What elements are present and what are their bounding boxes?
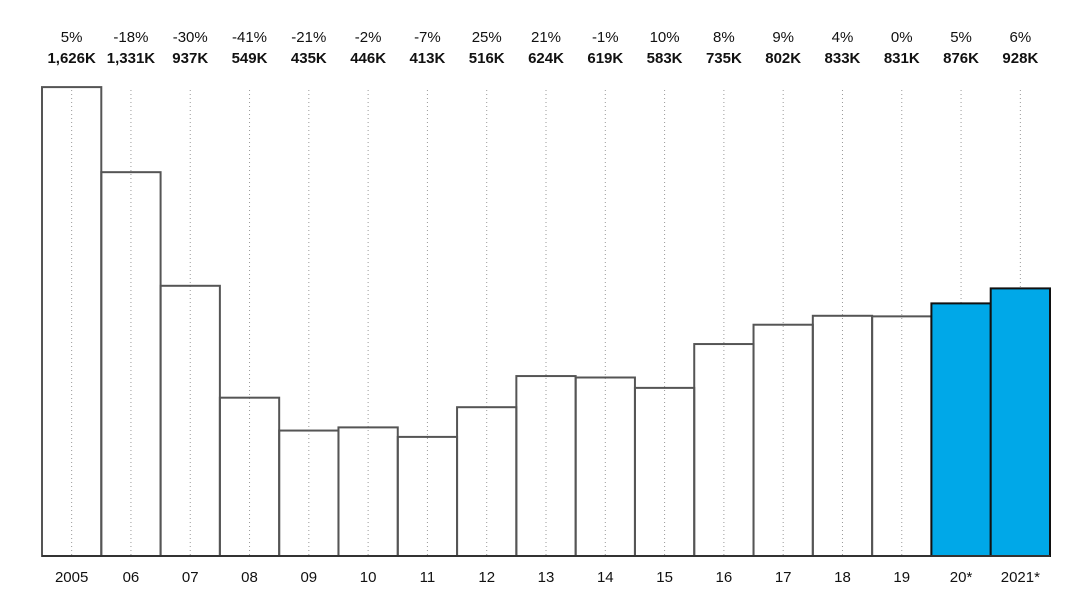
x-tick-label: 20* [950, 569, 973, 586]
value-label: 833K [825, 50, 861, 67]
value-label: 413K [409, 50, 445, 67]
bar [456, 406, 518, 558]
change-label: -41% [232, 29, 267, 46]
bar-forecast [989, 287, 1051, 557]
change-label: 6% [1010, 29, 1032, 46]
value-label: 1,331K [107, 50, 156, 67]
value-label: 876K [943, 50, 979, 67]
change-label: -1% [592, 29, 619, 46]
bar [41, 86, 103, 558]
x-tick-label: 15 [656, 569, 673, 586]
value-label: 516K [469, 50, 505, 67]
change-label: 21% [531, 29, 561, 46]
x-tick-label: 10 [360, 569, 377, 586]
x-tick-label: 2005 [55, 569, 88, 586]
bar [752, 323, 814, 557]
bar [278, 429, 340, 557]
value-label: 624K [528, 50, 564, 67]
x-tick-label: 07 [182, 569, 199, 586]
x-tick-labels: 2005 06 07 08 09 10 11 12 13 14 15 16 17 18 19 20* 2021* [55, 569, 1040, 586]
value-label: 735K [706, 50, 742, 67]
bar [871, 315, 933, 557]
value-label: 549K [232, 50, 268, 67]
change-label: -30% [173, 29, 208, 46]
x-tick-label: 14 [597, 569, 614, 586]
x-tick-label: 19 [893, 569, 910, 586]
x-tick-label: 06 [123, 569, 140, 586]
change-label: 10% [650, 29, 680, 46]
change-label: 25% [472, 29, 502, 46]
change-label: -21% [291, 29, 326, 46]
value-label: 435K [291, 50, 327, 67]
value-label: 1,626K [47, 50, 96, 67]
change-label: 5% [61, 29, 83, 46]
x-tick-label: 13 [538, 569, 555, 586]
top-labels: 5% 1,626K -18% 1,331K -30% 937K -41% 549K -21% 43… [47, 29, 1038, 67]
x-tick-label: 16 [716, 569, 733, 586]
bar [218, 396, 281, 557]
x-tick-label: 12 [478, 569, 495, 586]
value-label: 619K [587, 50, 623, 67]
change-label: 4% [832, 29, 854, 46]
value-label: 802K [765, 50, 801, 67]
bar-forecast [930, 302, 992, 557]
x-tick-label: 08 [241, 569, 258, 586]
change-label: 0% [891, 29, 913, 46]
value-label: 831K [884, 50, 920, 67]
x-tick-label: 2021* [1001, 569, 1040, 586]
value-label: 937K [172, 50, 208, 67]
grid-lines [71, 90, 1021, 556]
bars [41, 86, 1051, 558]
change-label: 9% [772, 29, 794, 46]
x-tick-label: 18 [834, 569, 851, 586]
change-label: -18% [113, 29, 148, 46]
bar [811, 314, 874, 557]
change-label: -7% [414, 29, 441, 46]
change-label: -2% [355, 29, 382, 46]
value-label: 446K [350, 50, 386, 67]
x-tick-label: 11 [420, 569, 436, 586]
x-tick-label: 17 [775, 569, 792, 586]
x-tick-label: 09 [300, 569, 317, 586]
change-label: 5% [950, 29, 972, 46]
change-label: 8% [713, 29, 735, 46]
value-label: 583K [647, 50, 683, 67]
value-label: 928K [1002, 50, 1038, 67]
